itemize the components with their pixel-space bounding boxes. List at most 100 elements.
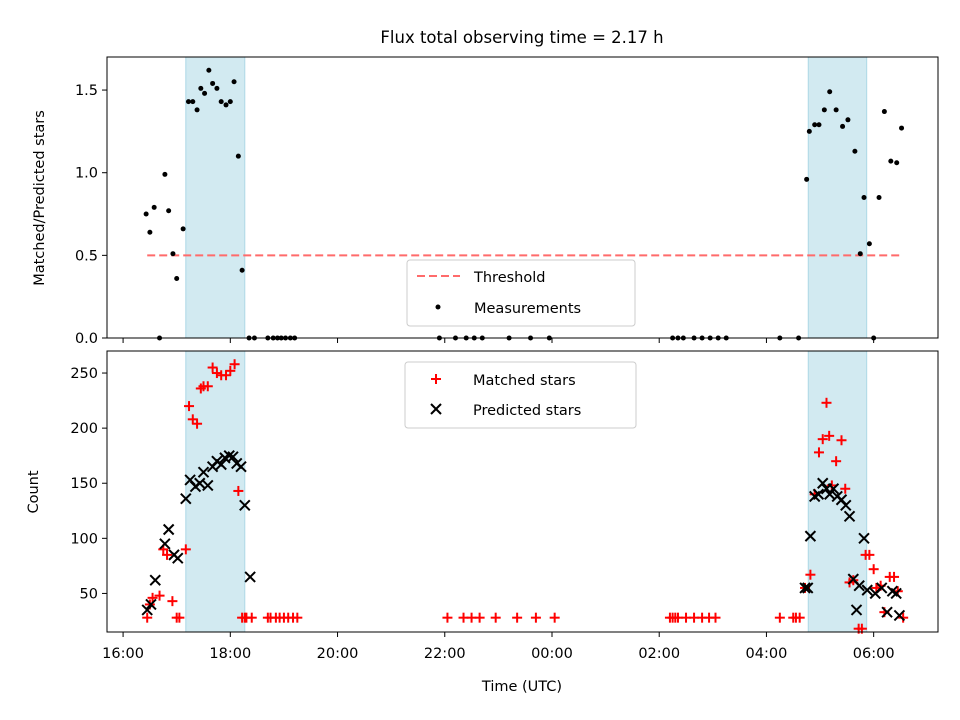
matched-point bbox=[821, 397, 832, 408]
x-tick-label: 00:00 bbox=[531, 646, 573, 662]
matched-point bbox=[805, 569, 816, 580]
marker-stroke bbox=[141, 604, 153, 616]
predicted-point bbox=[840, 499, 852, 511]
predicted-point bbox=[194, 477, 206, 489]
matched-point bbox=[292, 612, 303, 623]
matched-point bbox=[225, 365, 236, 376]
matched-point bbox=[898, 612, 909, 623]
marker-stroke bbox=[850, 604, 863, 616]
predicted-point bbox=[141, 604, 153, 616]
measurement-point bbox=[821, 107, 827, 113]
measurement-point bbox=[185, 99, 191, 105]
legend-threshold-label: Threshold bbox=[473, 270, 545, 286]
matched-point bbox=[840, 483, 851, 494]
marker-stroke bbox=[858, 532, 870, 545]
measurement-point bbox=[210, 80, 216, 86]
measurement-point bbox=[162, 171, 168, 177]
measurement-point bbox=[857, 251, 863, 257]
ratio-panel-frame bbox=[106, 56, 939, 339]
matched-point bbox=[836, 435, 847, 446]
measurement-point bbox=[223, 102, 229, 108]
measurement-point bbox=[861, 195, 867, 200]
measurement-point bbox=[202, 90, 208, 96]
predicted-point bbox=[843, 510, 856, 523]
measurement-point bbox=[881, 109, 887, 115]
predicted-point bbox=[881, 606, 893, 618]
predicted-point bbox=[817, 477, 829, 489]
marker-stroke bbox=[893, 609, 906, 622]
marker-stroke bbox=[886, 585, 899, 597]
marker-stroke bbox=[853, 580, 865, 592]
measurement-point bbox=[852, 148, 858, 154]
ratio-legend-box bbox=[406, 259, 636, 327]
predicted-point bbox=[812, 488, 825, 500]
matched-point bbox=[817, 434, 828, 445]
matched-point bbox=[202, 381, 213, 392]
marker-stroke bbox=[149, 574, 161, 586]
matched-point bbox=[184, 401, 195, 412]
matched-point bbox=[229, 359, 240, 370]
chart-title: Flux total observing time = 2.17 h bbox=[380, 28, 663, 47]
measurement-point bbox=[227, 99, 233, 105]
marker-stroke bbox=[847, 573, 859, 585]
predicted-point bbox=[227, 451, 239, 463]
marker-stroke bbox=[194, 477, 206, 489]
legend-matched-label: Matched stars bbox=[473, 373, 576, 389]
matched-point bbox=[233, 485, 244, 496]
y-tick-label: 100 bbox=[70, 531, 98, 547]
predicted-point bbox=[799, 582, 811, 594]
marker-stroke bbox=[799, 582, 811, 594]
measurement-point bbox=[170, 251, 176, 257]
marker-stroke bbox=[159, 538, 171, 550]
predicted-point bbox=[853, 580, 865, 592]
y-tick-label: 0.5 bbox=[75, 248, 98, 264]
predicted-point bbox=[215, 458, 227, 471]
measurement-point bbox=[899, 125, 905, 131]
measurement-point bbox=[840, 123, 846, 129]
matched-point bbox=[774, 612, 785, 623]
y-tick-label: 1.5 bbox=[75, 83, 98, 99]
matched-point bbox=[442, 612, 453, 623]
measurement-point bbox=[190, 99, 196, 105]
predicted-point bbox=[850, 604, 863, 616]
measurement-point bbox=[206, 67, 212, 73]
predicted-point bbox=[804, 530, 817, 542]
measurement-point bbox=[218, 99, 224, 105]
y-tick-label: 200 bbox=[70, 421, 98, 437]
count-panel-xlabel: Time (UTC) bbox=[481, 679, 562, 695]
matched-point bbox=[167, 596, 178, 607]
predicted-point bbox=[197, 466, 210, 478]
legend-measurements-swatch bbox=[435, 304, 441, 310]
predicted-point bbox=[861, 584, 873, 596]
marker-stroke bbox=[843, 510, 856, 523]
predicted-point bbox=[172, 552, 184, 564]
predicted-point bbox=[875, 582, 888, 594]
measurement-point bbox=[876, 195, 882, 200]
y-tick-label: 50 bbox=[80, 586, 98, 602]
legend-predicted-marker bbox=[430, 403, 442, 415]
matched-point bbox=[192, 418, 203, 429]
matched-point bbox=[864, 549, 875, 560]
marker-stroke bbox=[239, 499, 251, 511]
measurement-point bbox=[166, 208, 172, 214]
ratio-panel: 0.0 0.5 1.0 1.5 Matched/Predicted stars Thr… bbox=[32, 56, 939, 347]
matched-point bbox=[813, 447, 824, 458]
predicted-point bbox=[180, 492, 192, 505]
predicted-point bbox=[858, 532, 870, 545]
matched-point bbox=[246, 612, 257, 623]
predicted-point bbox=[890, 587, 902, 600]
observing-span bbox=[185, 56, 246, 339]
measurement-point bbox=[866, 241, 872, 247]
predicted-point bbox=[244, 571, 256, 583]
predicted-point bbox=[239, 499, 251, 511]
measurement-point bbox=[833, 107, 839, 113]
marker-stroke bbox=[817, 477, 829, 489]
marker-stroke bbox=[804, 530, 817, 542]
measurement-point bbox=[180, 226, 186, 232]
predicted-point bbox=[827, 483, 840, 495]
x-tick-label: 22:00 bbox=[424, 646, 466, 662]
ratio-legend: Threshold Measurements bbox=[406, 259, 636, 327]
y-tick-label: 250 bbox=[70, 366, 98, 382]
x-tick-label: 18:00 bbox=[209, 646, 251, 662]
count-legend-box bbox=[404, 361, 637, 429]
